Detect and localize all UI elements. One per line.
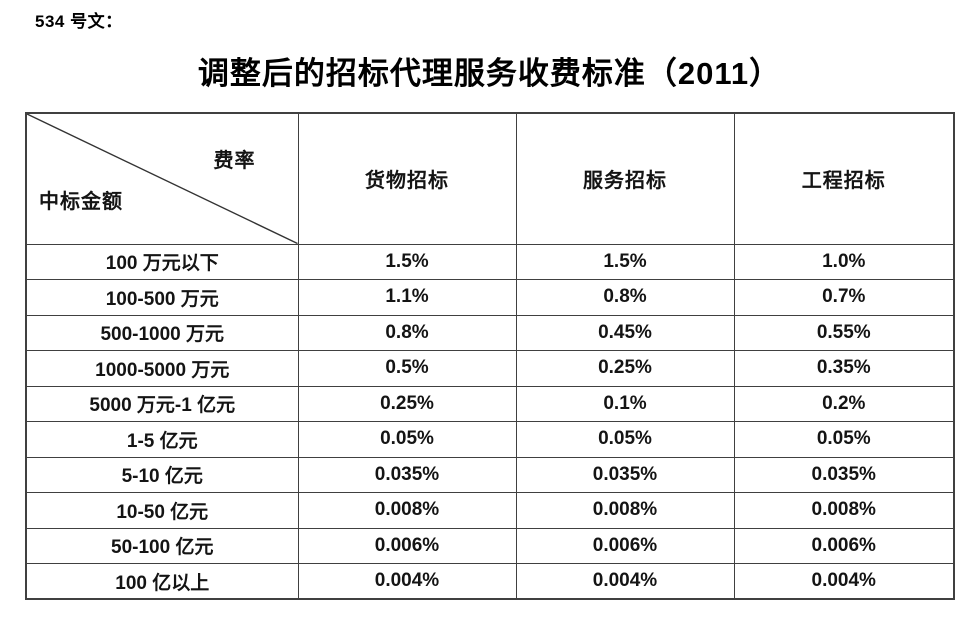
- value-cell: 0.008%: [297, 492, 517, 529]
- table-row: 10-50 亿元 0.008% 0.008% 0.008%: [25, 492, 955, 529]
- value-cell: 0.8%: [515, 279, 735, 316]
- table-row: 100 亿以上 0.004% 0.004% 0.004%: [25, 563, 955, 600]
- column-header-services: 服务招标: [515, 112, 735, 245]
- value-cell: 0.25%: [297, 385, 517, 422]
- value-cell: 0.7%: [733, 279, 955, 316]
- row-label-cell: 5000 万元-1 亿元: [25, 385, 299, 422]
- column-header-works: 工程招标: [733, 112, 955, 245]
- doc-ref: 534 号文：: [35, 12, 123, 31]
- table-row: 100 万元以下 1.5% 1.5% 1.0%: [25, 243, 955, 280]
- value-cell: 0.008%: [733, 492, 955, 529]
- corner-label-rate: 费率: [213, 150, 256, 172]
- value-cell: 0.035%: [515, 456, 735, 493]
- value-cell: 0.05%: [515, 421, 735, 458]
- value-cell: 1.5%: [515, 243, 735, 280]
- value-cell: 0.8%: [297, 314, 517, 351]
- value-cell: 0.035%: [297, 456, 517, 493]
- value-cell: 0.008%: [515, 492, 735, 529]
- row-label-cell: 100 亿以上: [25, 563, 299, 600]
- value-cell: 0.2%: [733, 385, 955, 422]
- value-cell: 0.004%: [297, 563, 517, 600]
- table-row: 500-1000 万元 0.8% 0.45% 0.55%: [25, 314, 955, 351]
- fee-table-body: 100 万元以下 1.5% 1.5% 1.0% 100-500 万元 1.1% 0.8% 0.…: [25, 243, 955, 600]
- page-title: 调整后的招标代理服务收费标准（2011）: [197, 56, 782, 91]
- table-row: 5-10 亿元 0.035% 0.035% 0.035%: [25, 456, 955, 493]
- value-cell: 0.004%: [515, 563, 735, 600]
- row-label-cell: 10-50 亿元: [25, 492, 299, 529]
- table-row: 1000-5000 万元 0.5% 0.25% 0.35%: [25, 350, 955, 387]
- value-cell: 0.006%: [297, 527, 517, 564]
- value-cell: 0.05%: [297, 421, 517, 458]
- value-cell: 1.5%: [297, 243, 517, 280]
- table-row: 5000 万元-1 亿元 0.25% 0.1% 0.2%: [25, 385, 955, 422]
- row-label-cell: 100-500 万元: [25, 279, 299, 316]
- row-label-cell: 5-10 亿元: [25, 456, 299, 493]
- diagonal-divider: [27, 114, 298, 244]
- value-cell: 1.1%: [297, 279, 517, 316]
- row-label-cell: 500-1000 万元: [25, 314, 299, 351]
- value-cell: 0.006%: [515, 527, 735, 564]
- table-header-row: 费率 中标金额 货物招标 服务招标 工程招标: [25, 112, 955, 245]
- value-cell: 0.25%: [515, 350, 735, 387]
- value-cell: 0.1%: [515, 385, 735, 422]
- fee-table: 费率 中标金额 货物招标 服务招标 工程招标 100 万元以下 1.5% 1.5% 1…: [25, 112, 955, 600]
- table-row: 1-5 亿元 0.05% 0.05% 0.05%: [25, 421, 955, 458]
- table-row: 50-100 亿元 0.006% 0.006% 0.006%: [25, 527, 955, 564]
- row-label-cell: 50-100 亿元: [25, 527, 299, 564]
- corner-cell: 费率 中标金额: [25, 112, 299, 245]
- row-label-cell: 1000-5000 万元: [25, 350, 299, 387]
- value-cell: 0.006%: [733, 527, 955, 564]
- row-label-cell: 1-5 亿元: [25, 421, 299, 458]
- value-cell: 0.35%: [733, 350, 955, 387]
- value-cell: 0.035%: [733, 456, 955, 493]
- value-cell: 0.55%: [733, 314, 955, 351]
- value-cell: 0.05%: [733, 421, 955, 458]
- value-cell: 0.5%: [297, 350, 517, 387]
- value-cell: 1.0%: [733, 243, 955, 280]
- value-cell: 0.004%: [733, 563, 955, 600]
- row-label-cell: 100 万元以下: [25, 243, 299, 280]
- value-cell: 0.45%: [515, 314, 735, 351]
- table-row: 100-500 万元 1.1% 0.8% 0.7%: [25, 279, 955, 316]
- column-header-goods: 货物招标: [297, 112, 517, 245]
- corner-label-amount: 中标金额: [39, 190, 123, 213]
